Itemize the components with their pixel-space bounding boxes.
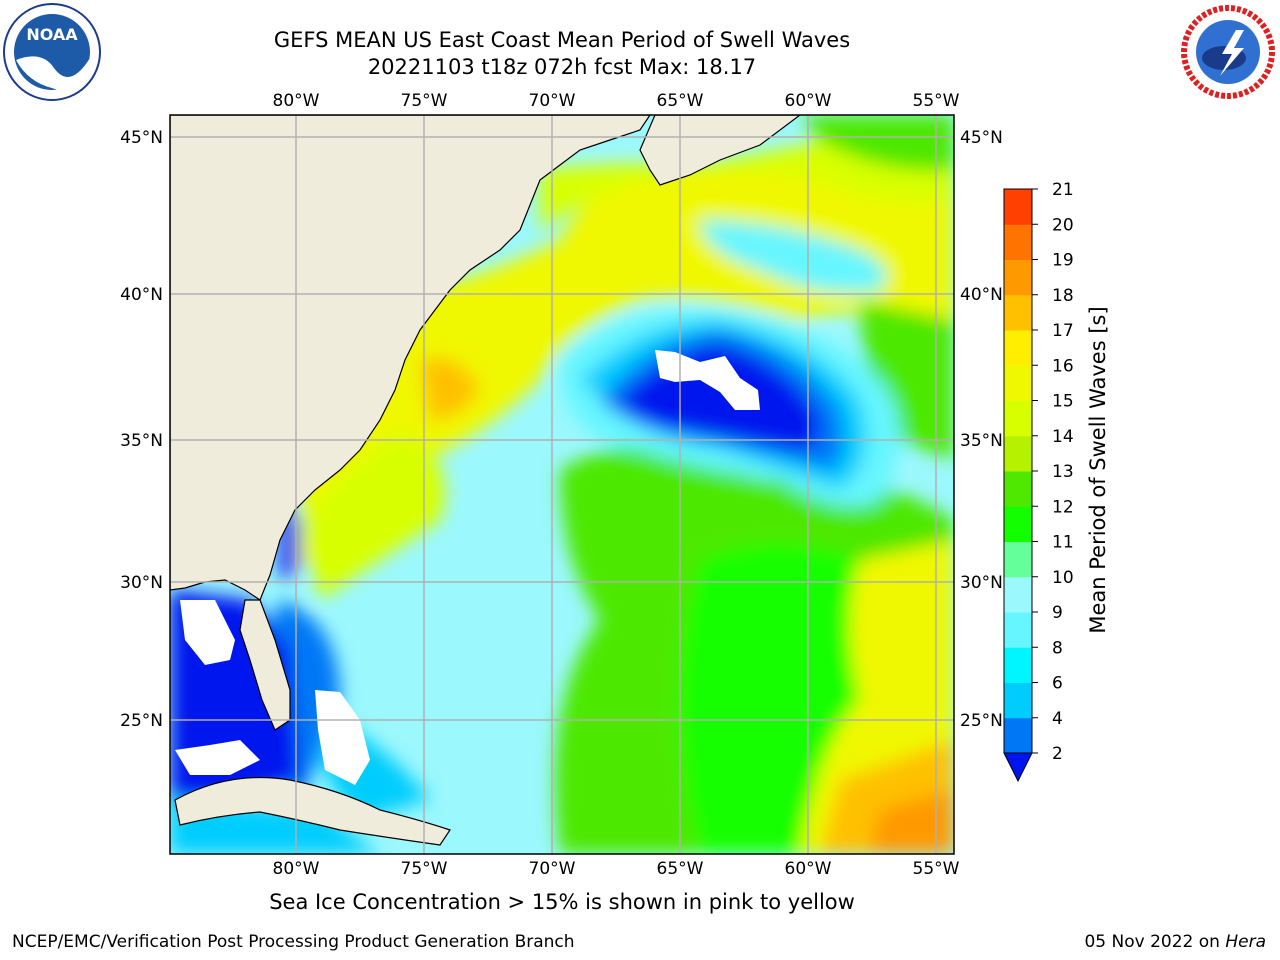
map-frame [169, 114, 955, 855]
lon-label-top: 55°W [913, 91, 960, 111]
lon-label-bottom: 75°W [401, 859, 448, 879]
colorbar-segment [1004, 330, 1032, 366]
lat-label-left: 30°N [120, 573, 163, 593]
colorbar-tick-label: 11 [1052, 533, 1074, 553]
lon-label-top: 60°W [785, 91, 832, 111]
noaa-logo-icon: NOAA [3, 3, 101, 101]
lat-label-right: 30°N [960, 573, 1003, 593]
colorbar-segment [1004, 189, 1032, 225]
colorbar-segment [1004, 400, 1032, 437]
cuba-landmass [174, 776, 451, 846]
colorbar-tick-label: 17 [1052, 321, 1074, 341]
lat-label-left: 40°N [120, 285, 163, 305]
colorbar-segment [1004, 576, 1032, 613]
lon-labels-top: 80°W 75°W 70°W 65°W 60°W 55°W [273, 91, 960, 111]
lat-label-left: 45°N [120, 128, 163, 148]
date-prefix: 05 Nov 2022 on [1084, 932, 1226, 952]
colorbar-tick-label: 4 [1052, 709, 1063, 729]
colorbar-segment [1004, 717, 1032, 754]
colorbar-tick-label: 6 [1052, 674, 1063, 694]
colorbar-tick-label: 19 [1052, 251, 1074, 271]
colorbar-tick-label: 8 [1052, 638, 1063, 658]
lon-labels-bottom: 80°W 75°W 70°W 65°W 60°W 55°W [273, 859, 960, 879]
colorbar-tick-label: 13 [1052, 462, 1074, 482]
sea-ice-note: Sea Ice Concentration > 15% is shown in … [269, 890, 855, 914]
lon-label-bottom: 80°W [273, 859, 320, 879]
colorbar-segment [1004, 294, 1032, 331]
colorbar-tick-label: 15 [1052, 392, 1074, 412]
colorbar-tick-label: 12 [1052, 497, 1074, 517]
florida-landmass [239, 599, 291, 731]
colorbar-segment [1004, 365, 1032, 401]
lon-label-bottom: 65°W [657, 859, 704, 879]
colorbar-tick-label: 2 [1052, 744, 1063, 764]
colorbar-segment [1004, 647, 1032, 683]
us-landmass [170, 115, 651, 601]
lon-label-bottom: 60°W [785, 859, 832, 879]
nws-logo-icon [1180, 4, 1276, 100]
lat-label-right: 35°N [960, 431, 1003, 451]
lon-label-bottom: 70°W [529, 859, 576, 879]
colorbar-extension [1003, 752, 1033, 783]
colorbar-segment [1004, 506, 1032, 542]
lat-label-right: 45°N [960, 128, 1003, 148]
colorbar-tick-label: 10 [1052, 568, 1074, 588]
chart-title: GEFS MEAN US East Coast Mean Period of S… [273, 28, 851, 52]
lon-label-top: 80°W [273, 91, 320, 111]
lat-label-left: 25°N [120, 711, 163, 731]
colorbar-segment [1004, 224, 1032, 260]
colorbar-tick-label: 20 [1052, 215, 1074, 235]
noaa-logo: NOAA [2, 2, 102, 102]
swell-period-field [170, 115, 954, 854]
colorbar-tick-label: 18 [1052, 286, 1074, 306]
colorbar-tick-label: 14 [1052, 427, 1074, 447]
lon-label-top: 75°W [401, 91, 448, 111]
credit-text: NCEP/EMC/Verification Post Processing Pr… [12, 932, 575, 952]
lon-label-top: 70°W [529, 91, 576, 111]
colorbar-tick-label: 9 [1052, 603, 1063, 623]
lat-labels-right: 45°N 40°N 35°N 30°N 25°N [960, 128, 1003, 731]
date-text: 05 Nov 2022 on Hera [1084, 932, 1266, 952]
colorbar-segment [1004, 435, 1032, 472]
noaa-logo-text: NOAA [26, 25, 78, 44]
graticule [170, 115, 954, 854]
chart-subtitle: 20221103 t18z 072h fcst Max: 18.17 [367, 55, 757, 79]
colorbar-tick-label: 16 [1052, 356, 1074, 376]
lon-label-top: 65°W [657, 91, 704, 111]
lat-label-right: 25°N [960, 711, 1003, 731]
lat-label-right: 40°N [960, 285, 1003, 305]
colorbar-segment [1004, 682, 1032, 719]
lon-label-bottom: 55°W [913, 859, 960, 879]
colorbar-segment [1004, 541, 1032, 578]
colorbar-ticks: 21 20 19 18 17 16 15 14 13 12 11 10 9 8 6 4 2 [1032, 180, 1074, 764]
colorbar-title: Mean Period of Swell Waves [s] [1086, 306, 1110, 634]
colorbar-segment [1004, 471, 1032, 507]
colorbar-segment [1004, 612, 1032, 648]
machine-name: Hera [1225, 932, 1266, 952]
lat-labels-left: 45°N 40°N 35°N 30°N 25°N [120, 128, 163, 731]
colorbar-segment [1004, 259, 1032, 296]
colorbar [1003, 188, 1033, 783]
colorbar-tick-label: 21 [1052, 180, 1074, 200]
lat-label-left: 35°N [120, 431, 163, 451]
nws-logo [1178, 2, 1278, 102]
